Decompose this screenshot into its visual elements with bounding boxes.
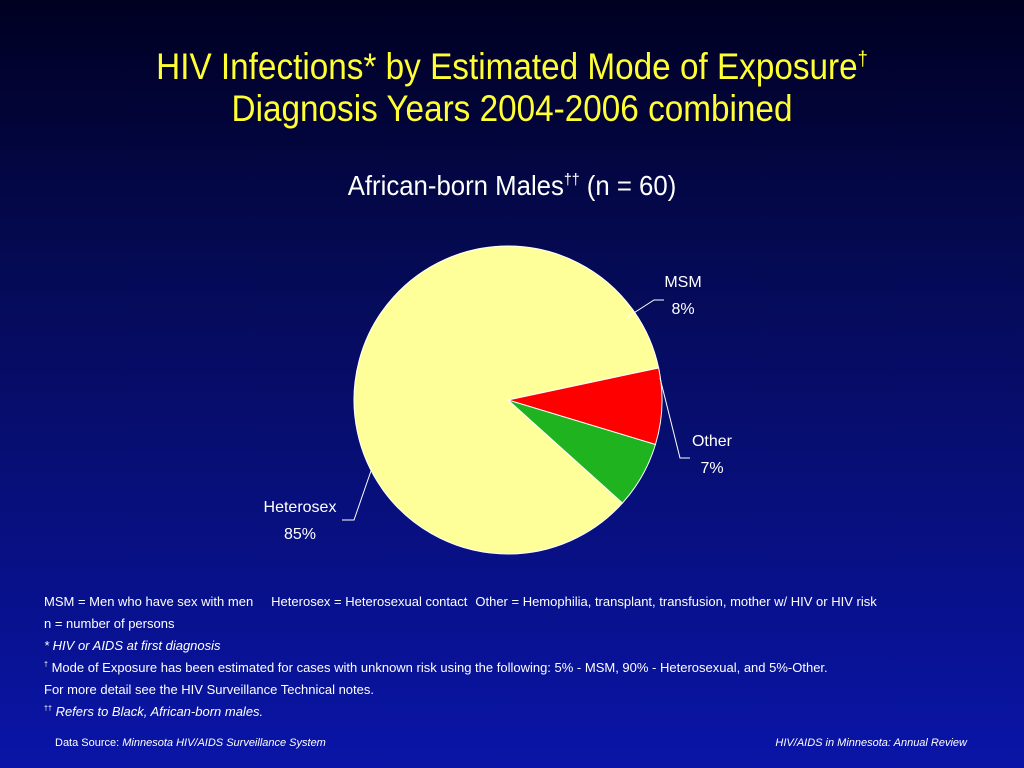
dagger-note: † Mode of Exposure has been estimated fo… bbox=[44, 660, 828, 675]
subtitle-double-dagger: †† bbox=[563, 171, 580, 189]
slice-label-msm: MSM bbox=[664, 274, 701, 291]
slice-label-other: Other bbox=[692, 433, 733, 450]
chart-subtitle: African-born Males†† (n = 60) bbox=[347, 170, 677, 201]
definitions-line: MSM = Men who have sex with men Heterosex… bbox=[44, 591, 1004, 613]
def-other: Other = Hemophilia, transplant, transfus… bbox=[475, 594, 877, 609]
title-line-2: Diagnosis Years 2004-2006 combined bbox=[231, 88, 793, 129]
leader-line-other bbox=[659, 377, 690, 459]
slice-value-heterosex: 85% bbox=[284, 526, 316, 543]
def-heterosex: Heterosex = Heterosexual contact bbox=[271, 594, 468, 609]
title-line-1: HIV Infections* by Estimated Mode of Exp… bbox=[156, 46, 868, 87]
pie-slice-heterosex bbox=[353, 245, 660, 555]
report-name: HIV/AIDS in Minnesota: Annual Review bbox=[775, 737, 967, 749]
slice-value-other: 7% bbox=[700, 460, 723, 477]
footnotes: MSM = Men who have sex with men Heterosex… bbox=[44, 591, 1004, 723]
data-source: Data Source: Minnesota HIV/AIDS Surveill… bbox=[55, 737, 326, 749]
def-msm: MSM = Men who have sex with men bbox=[44, 594, 254, 609]
pie-slice-other bbox=[507, 399, 657, 504]
leader-line-heterosex bbox=[342, 467, 373, 521]
title-dagger: † bbox=[857, 48, 868, 71]
n-definition: n = number of persons bbox=[44, 616, 175, 631]
pie-chart: Heterosex 85% MSM 8% Other 7% bbox=[264, 245, 733, 555]
leader-line-msm bbox=[625, 299, 664, 319]
asterisk-note: * HIV or AIDS at first diagnosis bbox=[44, 638, 221, 653]
slide-title: HIV Infections* by Estimated Mode of Exp… bbox=[51, 46, 973, 130]
technical-notes-note: For more detail see the HIV Surveillance… bbox=[44, 682, 374, 697]
slice-value-msm: 8% bbox=[671, 301, 694, 318]
slice-label-heterosex: Heterosex bbox=[264, 499, 337, 516]
double-dagger-note: †† Refers to Black, African-born males. bbox=[44, 704, 264, 719]
